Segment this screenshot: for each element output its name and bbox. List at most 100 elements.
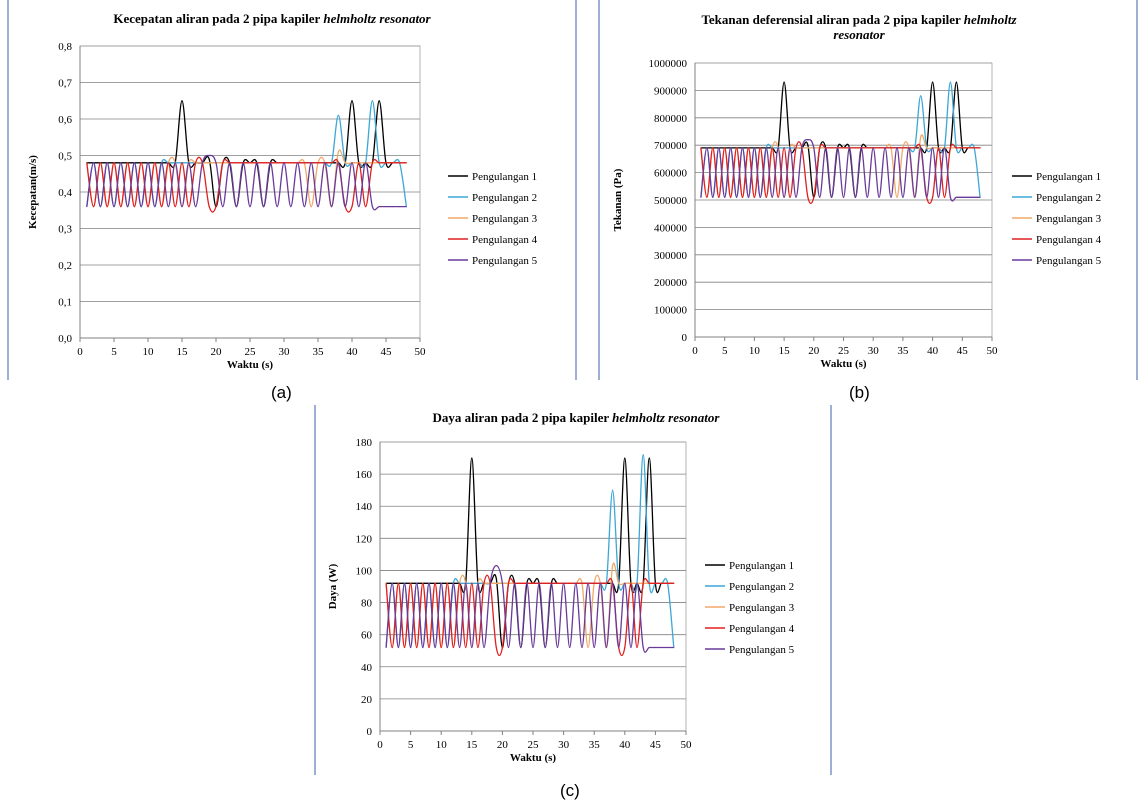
data-point-4 [428,646,430,649]
data-point-5 [673,646,675,649]
chart-title-italic: helmholtz resonator [323,11,431,26]
y-axis-label: Kecepatan(m/s) [27,155,39,229]
data-point-5 [878,196,880,198]
data-point-4 [648,582,650,584]
y-tick-label: 0,0 [58,333,72,345]
data-point-5 [955,196,957,198]
data-point-4 [378,162,380,164]
data-point-3 [495,582,497,584]
data-point-5 [783,196,785,198]
data-point-4 [133,206,135,208]
data-point-2 [337,114,339,116]
x-tick-label: 5 [111,346,117,358]
legend-label-3: Pengulangan 3 [472,213,538,225]
data-point-4 [866,147,868,149]
data-point-4 [397,582,399,584]
legend-label-4: Pengulangan 4 [472,234,538,246]
data-point-5 [249,206,251,208]
data-point-5 [718,147,720,149]
data-point-5 [256,162,258,164]
data-point-5 [771,196,773,198]
data-point-5 [654,646,656,649]
data-point-4 [290,162,292,164]
data-point-5 [344,206,346,208]
data-point-5 [753,147,755,149]
data-point-5 [452,582,454,584]
data-point-4 [392,162,394,164]
x-axis-label: Waktu (s) [227,359,273,371]
chart-c-svg: Daya aliran pada 2 pipa kapiler helmholt… [314,405,832,775]
y-tick-label: 0,5 [58,151,72,163]
data-point-5 [943,147,946,149]
data-point-4 [831,147,833,149]
data-point-4 [465,646,467,649]
x-tick-label: 50 [415,346,427,358]
series-line-5 [385,564,674,653]
data-point-5 [507,646,510,649]
data-point-4 [759,147,761,149]
data-point-4 [642,582,644,584]
data-point-4 [317,162,319,164]
data-point-5 [563,582,565,584]
x-tick-label: 35 [589,739,601,751]
data-point-5 [269,162,271,164]
data-point-1 [378,100,380,102]
data-point-5 [837,147,839,149]
data-point-4 [483,582,485,584]
data-point-4 [937,147,940,149]
x-tick-label: 0 [377,739,383,751]
data-point-1 [351,100,353,102]
data-point-4 [276,162,278,164]
data-point-5 [667,646,669,649]
legend-label-1: Pengulangan 1 [1036,171,1101,183]
data-point-5 [848,147,850,149]
legend-label-5: Pengulangan 5 [472,255,538,267]
data-point-4 [967,147,969,149]
data-point-5 [890,196,892,198]
data-point-5 [235,206,237,208]
data-point-5 [495,565,497,567]
data-point-5 [741,147,744,149]
data-point-5 [397,646,399,649]
y-tick-label: 0,1 [58,297,72,309]
x-tick-label: 20 [497,739,509,751]
data-point-5 [93,162,95,164]
data-point-4 [161,206,163,208]
caption-c: (c) [560,781,580,800]
data-point-5 [351,162,353,164]
data-point-5 [471,646,473,649]
data-point-4 [753,196,755,198]
data-point-4 [106,206,108,208]
data-point-1 [181,100,183,102]
data-point-5 [167,206,169,208]
data-point-5 [310,162,312,164]
chart-title-main: Kecepatan aliran pada 2 pipa kapiler [113,11,323,26]
data-point-4 [961,147,963,149]
data-point-4 [630,582,632,584]
data-point-4 [556,582,559,584]
chart-title: Tekanan deferensial aliran pada 2 pipa k… [701,12,1017,27]
data-point-4 [673,582,675,584]
data-point-5 [765,147,767,149]
data-point-5 [428,582,430,584]
data-point-4 [730,196,732,198]
data-point-5 [581,646,583,649]
data-point-1 [783,81,785,83]
data-point-3 [344,162,346,164]
data-point-5 [161,162,163,164]
series-line-2 [86,100,408,208]
data-point-4 [222,162,224,164]
data-point-5 [331,206,333,208]
data-point-5 [410,646,412,649]
data-point-4 [446,582,448,584]
data-point-4 [813,196,815,198]
legend-label-5: Pengulangan 5 [1036,255,1102,267]
x-tick-label: 10 [436,739,448,751]
data-point-5 [777,147,779,149]
data-point-5 [201,162,203,164]
data-point-2 [949,81,951,83]
data-point-5 [501,582,503,584]
data-point-5 [842,196,845,198]
data-point-3 [926,147,928,149]
data-point-5 [556,646,559,649]
